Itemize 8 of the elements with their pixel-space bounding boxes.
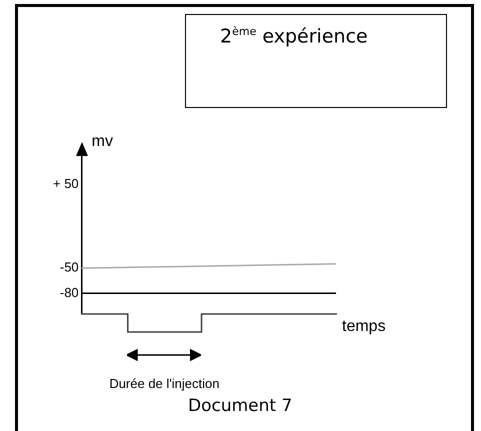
y-axis-title: mv (92, 133, 113, 151)
chart-title: 2$^{ème}$ expérience (185, 14, 447, 108)
y-tick-label: -80 (60, 284, 79, 300)
x-axis-title: temps (342, 318, 386, 336)
text: Document 7 (188, 396, 292, 416)
text: Durée de l'injection (109, 376, 220, 392)
y-tick-label: + 50 (52, 176, 79, 191)
y-tick-label: -50 (60, 260, 79, 275)
